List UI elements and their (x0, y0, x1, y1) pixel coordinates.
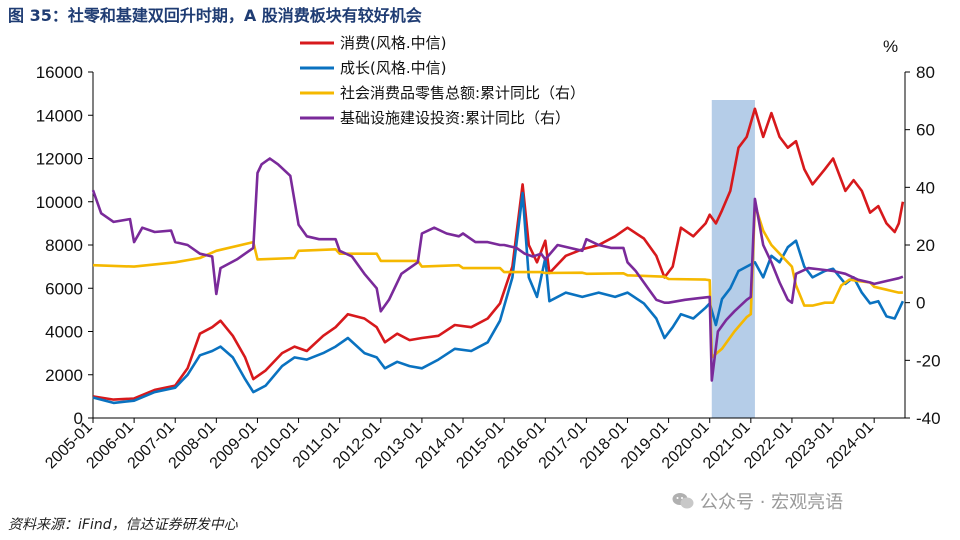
series-line-4 (91, 157, 904, 382)
watermark-text: 公众号 · 宏观亮语 (700, 492, 844, 513)
y-left-tick-label: 16000 (36, 63, 83, 82)
watermark: 公众号 · 宏观亮语 (672, 488, 843, 514)
y-right-tick-label: 0 (916, 294, 925, 313)
y-left-tick-label: 4000 (45, 323, 83, 342)
y-left-tick-label: 10000 (36, 193, 83, 212)
y-left-tick-label: 14000 (36, 106, 83, 125)
y-left-tick-label: 2000 (45, 366, 83, 385)
wechat-icon (672, 493, 694, 509)
shaded-region (711, 100, 755, 418)
y-right-tick-label: 60 (916, 121, 935, 140)
y-left-tick-label: 6000 (45, 279, 83, 298)
y-left-tick-label: 8000 (45, 236, 83, 255)
y-right-tick-label: -40 (916, 409, 941, 428)
y-right-tick-label: 20 (916, 236, 935, 255)
y-right-tick-label: 80 (916, 63, 935, 82)
y-left-tick-label: 0 (74, 409, 83, 428)
y-right-unit-label: % (883, 37, 898, 56)
legend-label-4: 基础设施建设投资:累计同比（右） (340, 109, 570, 127)
legend-label-1: 消费(风格.中信) (340, 34, 446, 52)
y-left-tick-label: 12000 (36, 150, 83, 169)
y-right-tick-label: -20 (916, 351, 941, 370)
source-note: 资料来源：iFind，信达证券研发中心 (8, 517, 238, 533)
chart-title: 图 35：社零和基建双回升时期，A 股消费板块有较好机会 (8, 6, 422, 25)
y-right-tick-label: 40 (916, 178, 935, 197)
series-line-3 (92, 203, 903, 359)
series-line-1 (92, 107, 905, 401)
legend-label-2: 成长(风格.中信) (340, 59, 446, 77)
series-line-2 (92, 191, 905, 405)
legend-label-3: 社会消费品零售总额:累计同比（右） (340, 84, 585, 102)
